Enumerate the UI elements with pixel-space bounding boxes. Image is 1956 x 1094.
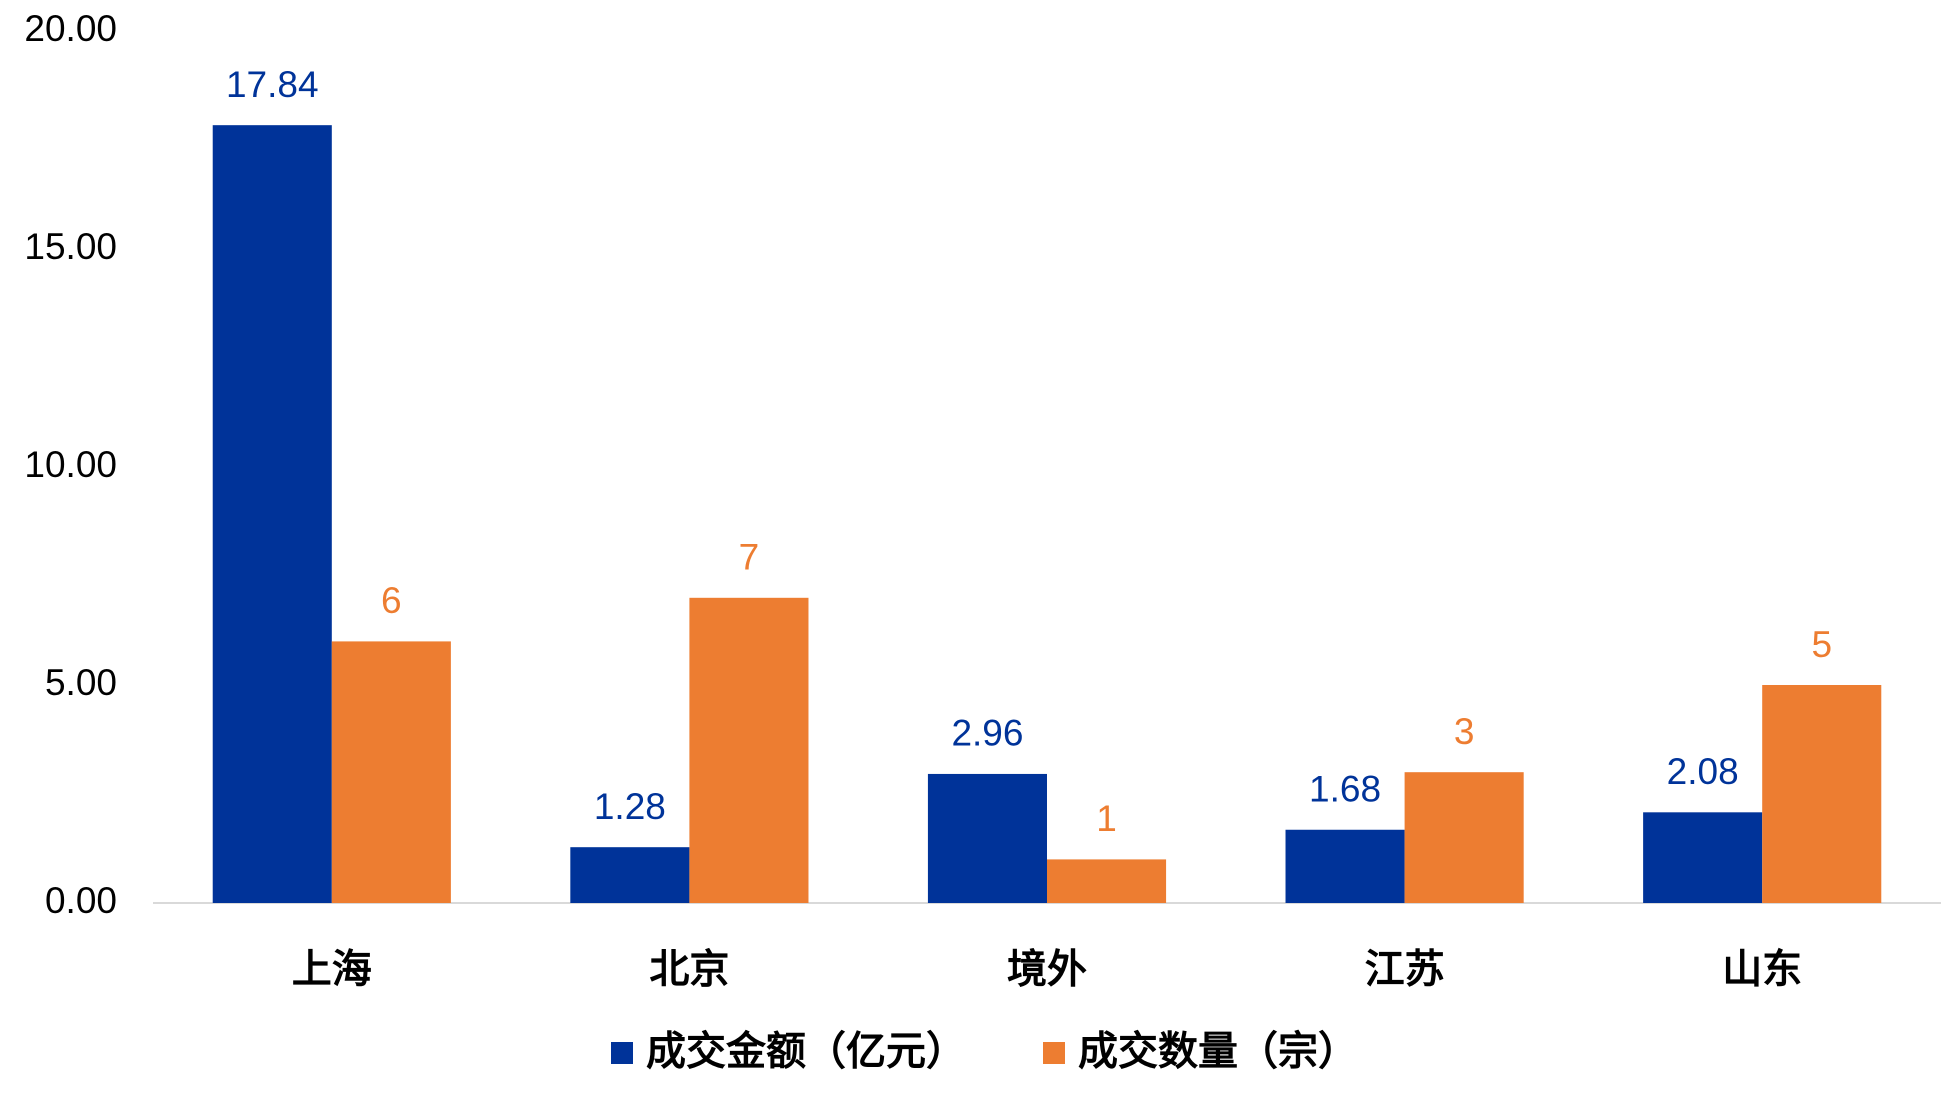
value-label: 5 — [1811, 624, 1832, 665]
legend-label: 成交数量（宗） — [1078, 1029, 1358, 1074]
value-label: 1.28 — [594, 786, 666, 827]
y-tick-label: 15.00 — [24, 226, 117, 267]
y-tick-label: 5.00 — [45, 662, 117, 703]
x-tick-label: 北京 — [649, 948, 729, 992]
x-tick-label: 江苏 — [1365, 948, 1445, 992]
value-label: 2.08 — [1667, 751, 1739, 792]
bar — [1404, 772, 1524, 903]
y-tick-label: 0.00 — [45, 880, 117, 921]
bar — [689, 597, 809, 903]
legend-swatch — [611, 1042, 633, 1064]
value-label: 7 — [739, 537, 760, 578]
x-tick-label: 上海 — [292, 948, 372, 992]
value-label: 2.96 — [951, 713, 1023, 754]
bar — [1285, 829, 1405, 903]
legend-label: 成交金额（亿元） — [646, 1029, 966, 1074]
value-label: 6 — [381, 580, 402, 621]
value-label: 3 — [1454, 711, 1475, 752]
bar — [1762, 685, 1882, 903]
bar — [212, 125, 332, 903]
bar — [331, 641, 451, 903]
y-tick-label: 20.00 — [24, 8, 117, 49]
x-tick-label: 山东 — [1722, 948, 1802, 992]
value-label: 1 — [1096, 798, 1117, 839]
value-label: 17.84 — [226, 64, 319, 105]
y-tick-label: 10.00 — [24, 444, 117, 485]
bar — [1047, 859, 1167, 903]
bar — [1643, 812, 1763, 903]
bar — [927, 773, 1047, 903]
x-tick-label: 境外 — [1007, 948, 1087, 992]
value-label: 1.68 — [1309, 769, 1381, 810]
legend-swatch — [1043, 1042, 1065, 1064]
bar — [570, 847, 690, 903]
